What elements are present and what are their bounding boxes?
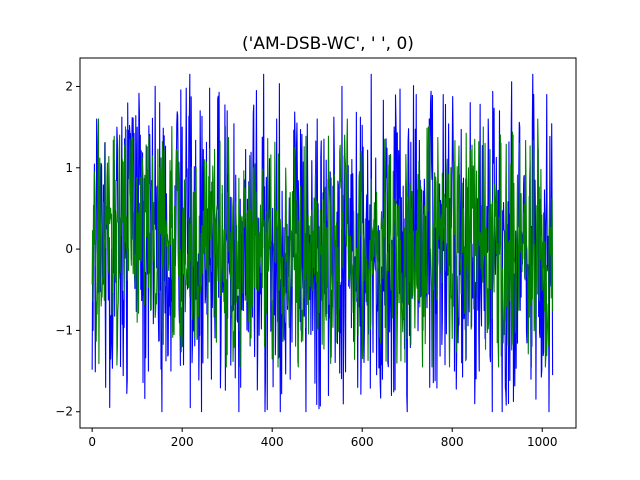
- y-tick-label: −1: [55, 323, 73, 337]
- x-tick-label: 600: [351, 435, 374, 449]
- x-tick-label: 1000: [527, 435, 558, 449]
- x-tick-label: 0: [88, 435, 96, 449]
- x-tick-label: 800: [441, 435, 464, 449]
- chart-title: ('AM-DSB-WC', ' ', 0): [242, 34, 414, 54]
- x-tick-label: 400: [261, 435, 284, 449]
- y-tick-label: 1: [65, 161, 73, 175]
- y-tick-label: −2: [55, 405, 73, 419]
- y-axis: −2 −1 0 1 2: [55, 79, 80, 419]
- y-tick-label: 2: [65, 79, 73, 93]
- x-axis: 0 200 400 600 800 1000: [88, 428, 558, 449]
- series-line-1: [91, 118, 554, 368]
- plot-frame: [79, 57, 577, 429]
- x-tick-label: 200: [171, 435, 194, 449]
- series-layer: [91, 73, 554, 413]
- y-tick-label: 0: [65, 242, 73, 256]
